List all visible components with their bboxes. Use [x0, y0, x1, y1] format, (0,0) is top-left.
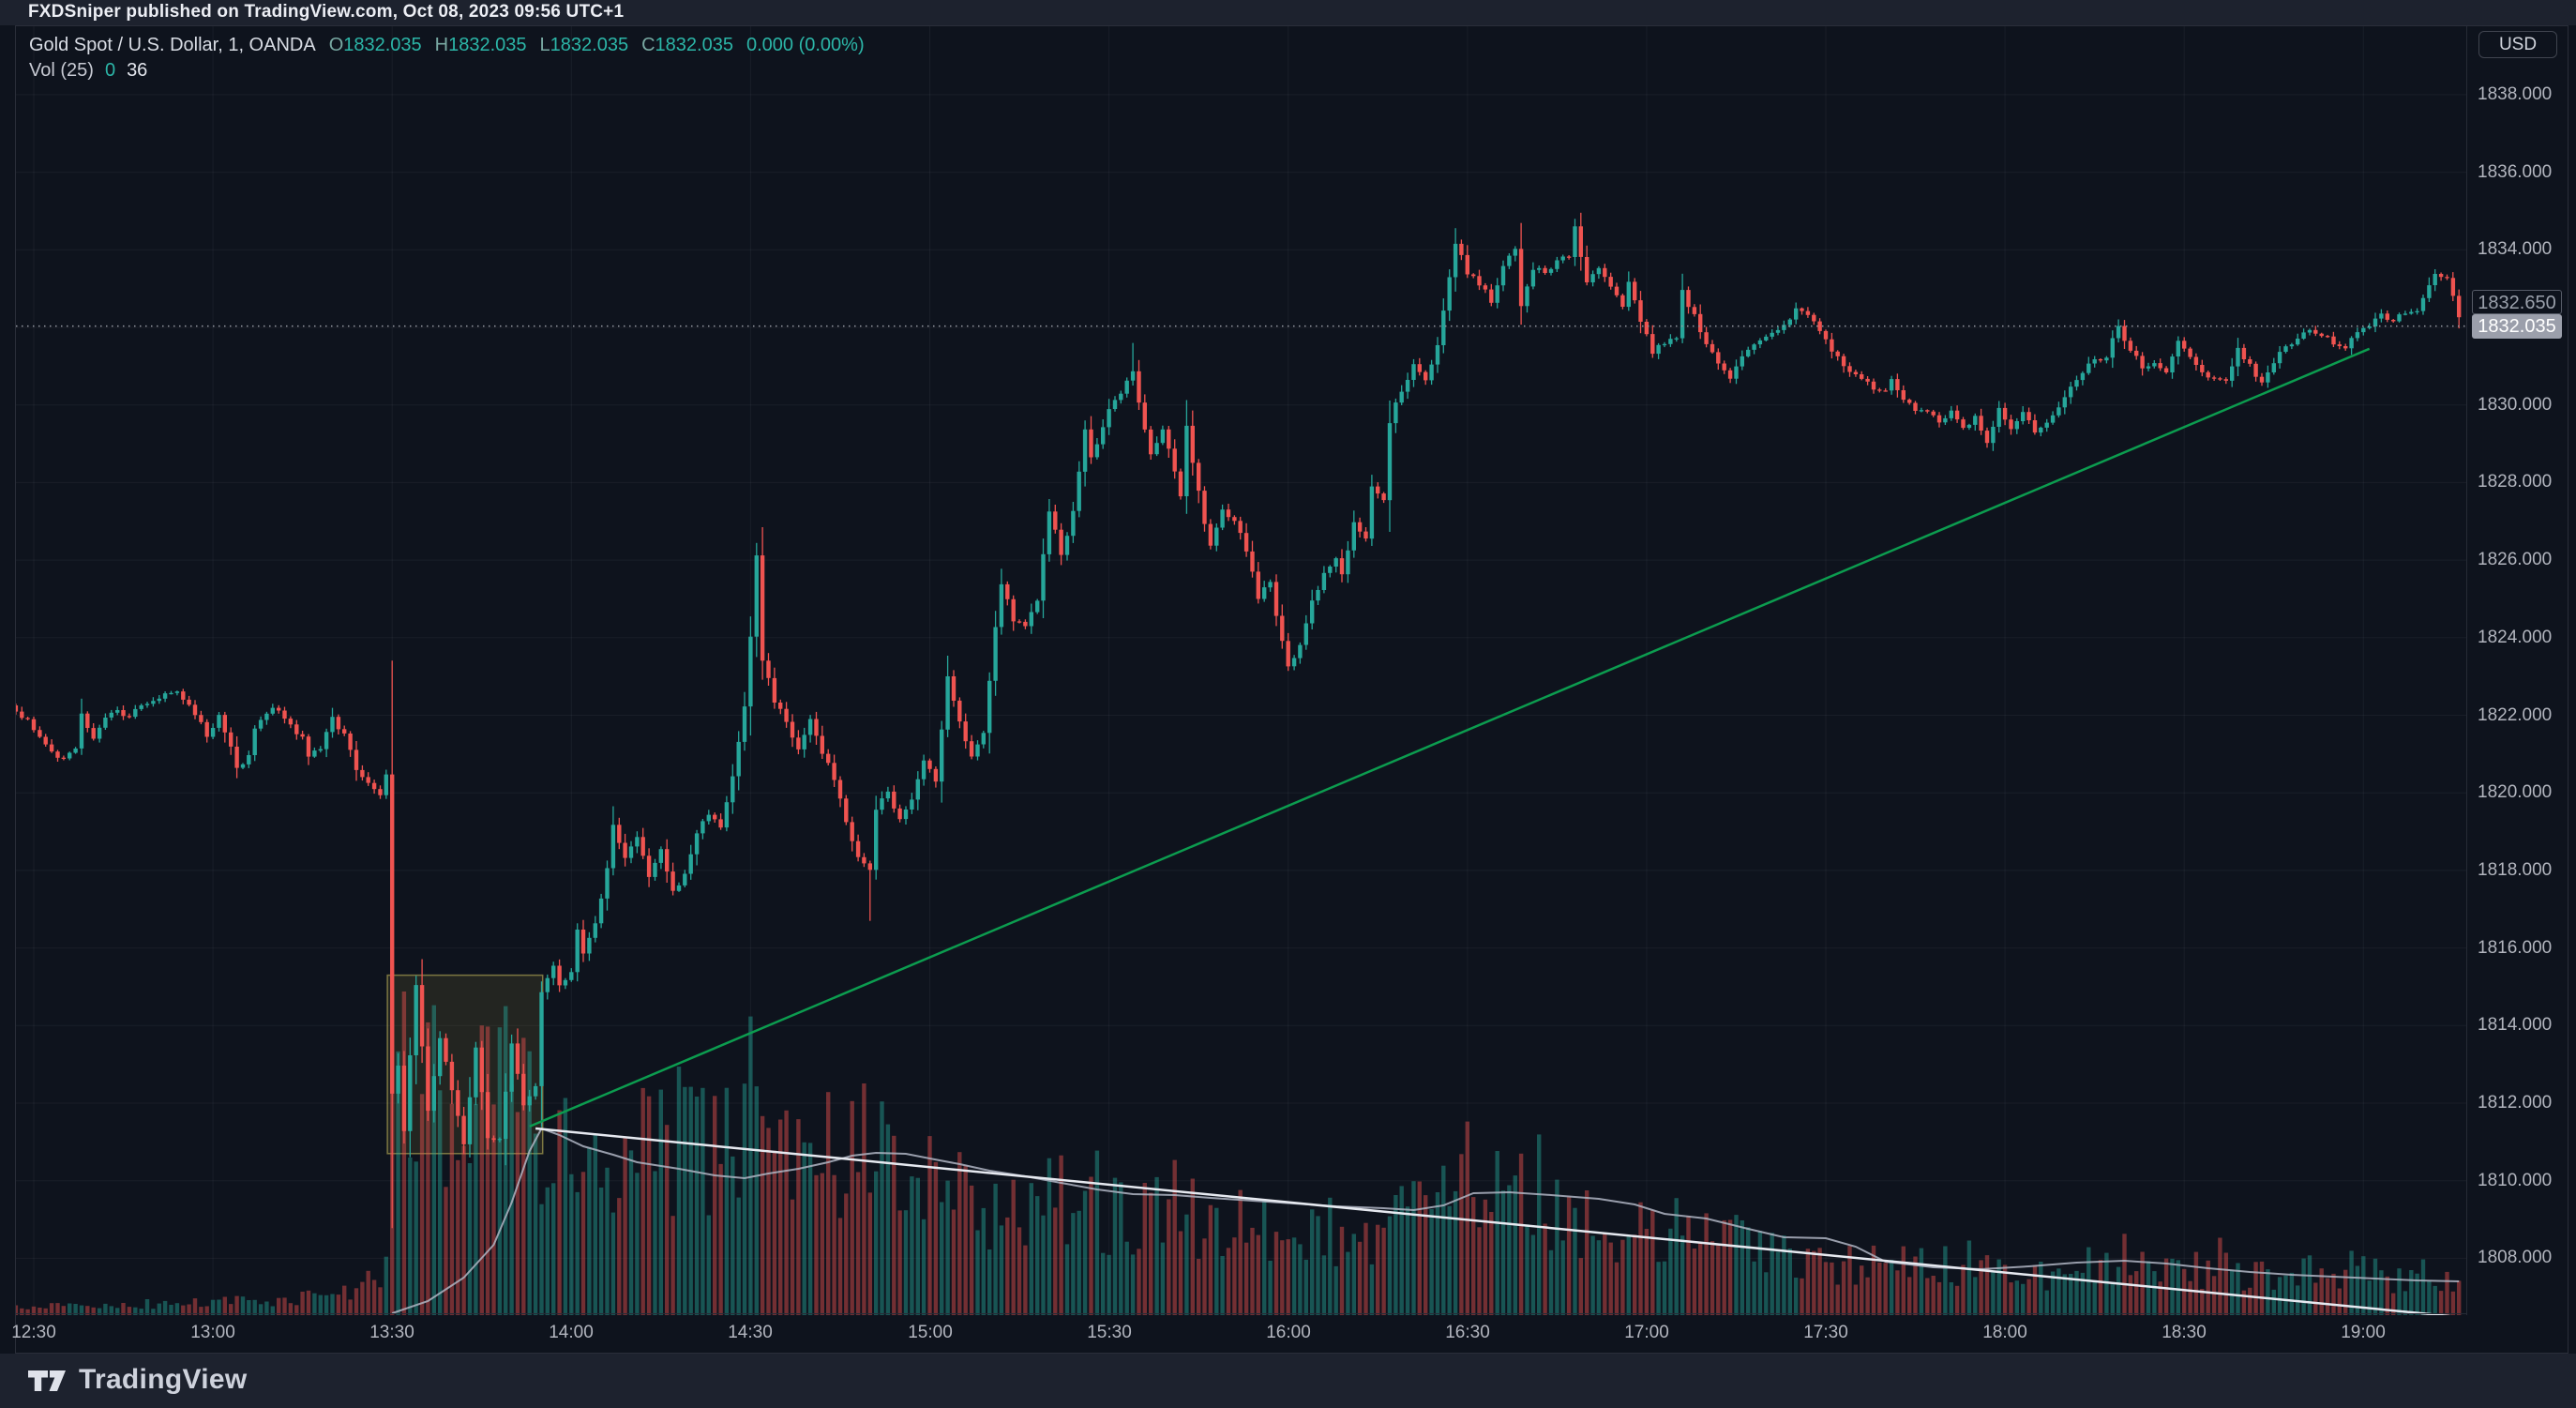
time-tick-label: 12:30 [11, 1323, 56, 1342]
time-tick-label: 16:30 [1445, 1323, 1490, 1342]
publish-banner: FXDSniper published on TradingView.com, … [0, 0, 2576, 25]
time-tick-label: 18:30 [2162, 1323, 2207, 1342]
price-tick-label: 1814.000 [2478, 1015, 2553, 1035]
symbol-title[interactable]: Gold Spot / U.S. Dollar, 1, OANDA [29, 35, 316, 55]
time-scale[interactable]: 12:30 13:00 13:30 14:00 14:30 15:00 15:30 16:00… [11, 1313, 2467, 1353]
time-tick-label: 16:00 [1266, 1323, 1311, 1342]
footer: TradingView [0, 1354, 2576, 1408]
time-tick-label: 13:00 [190, 1323, 235, 1342]
price-tick-label: 1812.000 [2478, 1093, 2553, 1113]
price-tick-label: 1830.000 [2478, 395, 2553, 415]
green-trendline[interactable] [529, 347, 2371, 1128]
price-tick-label: 1838.000 [2478, 84, 2553, 104]
price-tick-label: 1808.000 [2478, 1248, 2553, 1267]
time-tick-label: 19:00 [2341, 1323, 2386, 1342]
currency-toggle-button[interactable]: USD [2478, 31, 2557, 58]
price-tick-label: 1826.000 [2478, 550, 2553, 569]
time-tick-label: 18:00 [1982, 1323, 2027, 1342]
last-price-label: 1832.035 [2472, 314, 2562, 339]
price-tick-label: 1816.000 [2478, 938, 2553, 958]
chart-widget: Gold Spot / U.S. Dollar, 1, OANDA O1832.0… [11, 25, 2568, 1354]
price-tick-label: 1834.000 [2478, 239, 2553, 259]
grid-layer [16, 26, 2467, 1315]
time-tick-label: 17:30 [1803, 1323, 1848, 1342]
chart-pane[interactable] [16, 26, 2467, 1315]
tradingview-logo-icon[interactable] [28, 1370, 66, 1392]
price-tick-label: 1810.000 [2478, 1171, 2553, 1190]
time-tick-label: 15:30 [1087, 1323, 1132, 1342]
price-tick-label: 1822.000 [2478, 705, 2553, 725]
time-tick-label: 15:00 [908, 1323, 953, 1342]
price-scale[interactable]: USD 1838.0001836.0001834.0001832.0001830… [2466, 26, 2568, 1315]
price-tick-label: 1824.000 [2478, 628, 2553, 647]
time-tick-label: 17:00 [1624, 1323, 1669, 1342]
volume-trendline[interactable] [535, 1127, 2459, 1315]
trendline-price-label: 1832.650 [2472, 290, 2562, 314]
volume-layer [16, 992, 2462, 1315]
price-tick-label: 1818.000 [2478, 860, 2553, 880]
price-tick-label: 1836.000 [2478, 162, 2553, 182]
candles-layer [16, 212, 2462, 1229]
volume-ma-line [391, 1127, 2460, 1314]
time-tick-label: 14:30 [728, 1323, 773, 1342]
time-tick-label: 13:30 [369, 1323, 414, 1342]
publish-text: FXDSniper published on TradingView.com, … [28, 2, 625, 22]
brand-name[interactable]: TradingView [79, 1364, 248, 1395]
price-tick-label: 1828.000 [2478, 472, 2553, 492]
time-tick-label: 14:00 [549, 1323, 594, 1342]
price-tick-label: 1820.000 [2478, 782, 2553, 802]
